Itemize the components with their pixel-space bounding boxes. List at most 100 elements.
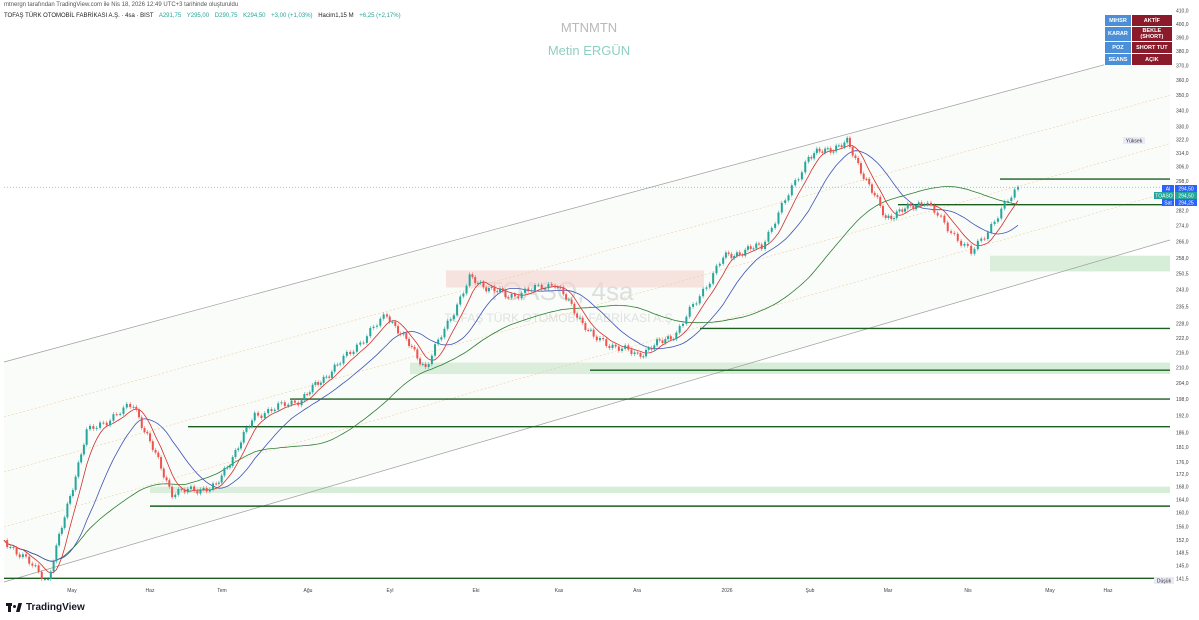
candle-body: [904, 208, 907, 212]
candle-body: [208, 489, 211, 492]
candle-body: [636, 352, 639, 354]
candle-body: [157, 452, 160, 458]
candle-body: [770, 227, 773, 232]
candle-body: [21, 554, 24, 558]
candle-body: [52, 561, 55, 572]
candle-body: [605, 339, 608, 346]
candle-body: [923, 204, 926, 206]
candle-body: [584, 323, 587, 331]
candle-body: [339, 363, 342, 365]
candle-body: [394, 321, 397, 326]
candle-body: [810, 156, 813, 159]
price-axis[interactable]: 410,0 400,0 390,0 380,0 370,0 360,0 350,0 340,0…: [1176, 9, 1189, 583]
y-tick-label: 243,0: [1176, 288, 1189, 294]
candle-body: [125, 403, 128, 408]
candle-body: [322, 376, 325, 383]
candle-body: [741, 254, 744, 256]
ask-tag: 294,50: [1178, 187, 1194, 193]
tradingview-logo-icon: [6, 603, 22, 612]
candle-body: [826, 148, 829, 150]
symbol-name[interactable]: TOFAŞ TÜRK OTOMOBİL FABRİKASI A.Ş. · 4sa…: [4, 13, 154, 19]
candle-body: [537, 284, 540, 286]
y-tick-label: 282,0: [1176, 208, 1189, 214]
candle-body: [74, 476, 77, 491]
candle-body: [996, 218, 999, 222]
candle-body: [917, 202, 920, 206]
price-series: [4, 135, 1170, 582]
y-tick-label: 250,5: [1176, 272, 1189, 278]
bid-tag-label-box: [1162, 199, 1174, 206]
candle-body: [306, 394, 309, 396]
candle-body: [645, 349, 648, 357]
support-levels: [4, 178, 1170, 580]
candle-body: [688, 306, 691, 317]
candle-body: [196, 490, 199, 494]
candle-body: [336, 364, 339, 366]
candle-body: [248, 426, 251, 428]
status-value: BEKLE (SHORT): [1130, 26, 1173, 42]
x-tick-label: Ağu: [304, 588, 313, 594]
candle-body: [598, 338, 601, 341]
time-axis[interactable]: May Haz Tem Ağu Eyl Eki Kas Ara 2026 Şub Mar Nis May…: [67, 588, 1113, 594]
y-tick-label: 350,0: [1176, 93, 1189, 99]
candle-body: [456, 304, 459, 316]
candle-body: [330, 371, 333, 378]
candle-body: [66, 503, 69, 518]
candle-body: [290, 400, 293, 405]
candle-body: [217, 482, 220, 484]
candle-body: [476, 282, 479, 284]
ohlc-high: Y295,00: [186, 13, 210, 19]
y-tick-label: 222,0: [1176, 336, 1189, 342]
candle-body: [297, 402, 300, 406]
candle-body: [767, 231, 770, 242]
candle-body: [89, 425, 92, 430]
candle-body: [653, 345, 656, 350]
candle-body: [559, 287, 562, 289]
candle-body: [565, 294, 568, 300]
candle-body: [226, 467, 229, 469]
candle-body: [983, 238, 986, 240]
candle-body: [105, 422, 108, 426]
y-tick-label: 370,0: [1176, 63, 1189, 69]
candle-body: [328, 376, 331, 378]
x-tick-label: Eyl: [387, 588, 394, 594]
high-label: Yüksek: [1126, 139, 1143, 145]
candle-body: [774, 223, 777, 228]
candle-body: [658, 339, 661, 341]
ohlc-close: K294,50: [243, 13, 266, 19]
status-key: SEANS: [1104, 53, 1132, 66]
y-tick-label: 160,0: [1176, 511, 1189, 517]
candle-body: [550, 284, 553, 286]
candle-body: [692, 304, 695, 307]
candle-body: [675, 332, 678, 340]
candle-body: [570, 299, 573, 304]
candle-body: [943, 215, 946, 223]
candle-body: [573, 303, 576, 314]
candle-body: [940, 215, 943, 217]
candle-body: [837, 145, 840, 147]
candle-body: [1010, 197, 1013, 202]
demand-zone: [410, 362, 1170, 375]
x-tick-label: Nis: [964, 588, 972, 594]
candle-body: [520, 292, 523, 299]
candle-body: [405, 333, 408, 339]
candle-body: [647, 347, 650, 350]
candle-body: [639, 353, 642, 357]
candle-body: [712, 273, 715, 284]
x-tick-label: Kas: [555, 588, 564, 594]
x-tick-label: May: [1045, 588, 1055, 594]
candle-body: [92, 425, 95, 429]
candle-body: [909, 203, 912, 206]
candle-body: [592, 329, 595, 337]
candle-body: [416, 349, 419, 359]
x-tick-label: Haz: [146, 588, 155, 594]
candle-body: [49, 571, 52, 579]
candle-body: [25, 554, 28, 557]
candle-body: [846, 137, 849, 143]
candle-body: [755, 243, 758, 249]
candle-body: [140, 417, 143, 429]
tradingview-logo[interactable]: TradingView: [6, 602, 85, 613]
candle-body: [427, 364, 430, 368]
candle-body: [149, 433, 152, 442]
